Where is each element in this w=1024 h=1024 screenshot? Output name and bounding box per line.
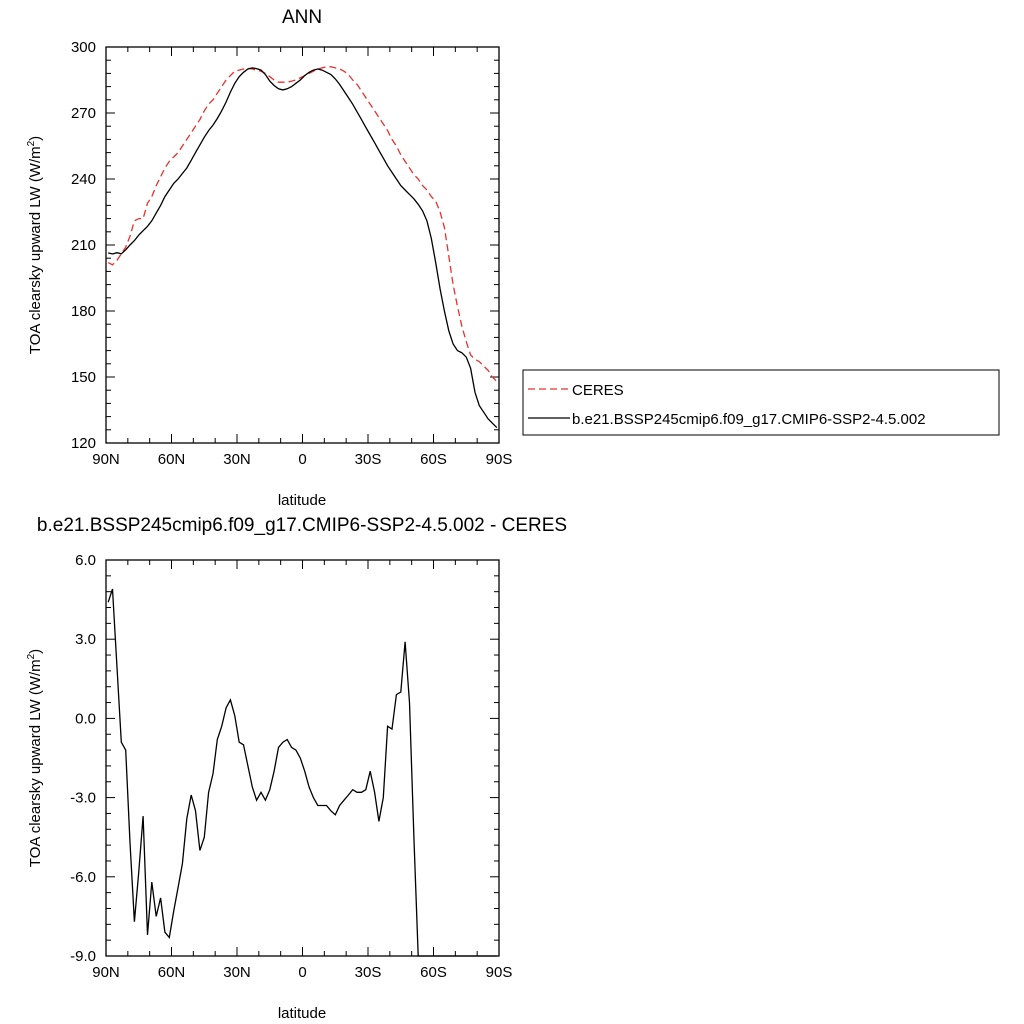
- bottom-y-tick-label: -6.0: [70, 869, 96, 886]
- bottom-x-tick-label: 60S: [420, 964, 447, 981]
- top-panel-ylabel-end: ): [27, 136, 44, 141]
- bottom-x-tick-label: 30N: [223, 964, 251, 981]
- top-y-tick-label: 180: [71, 303, 96, 320]
- top-panel-series: [107, 66, 498, 429]
- bottom-panel-ylabel: TOA clearsky upward LW (W/m2): [26, 649, 44, 867]
- top-y-tick-label: 150: [71, 369, 96, 386]
- top-x-tick-label: 30S: [355, 451, 382, 468]
- top-panel-ylabel: TOA clearsky upward LW (W/m2): [26, 136, 44, 354]
- legend-label-ceres: CERES: [572, 382, 624, 399]
- bottom-panel-series: [107, 588, 497, 957]
- top-x-tick-label: 90S: [486, 451, 513, 468]
- bottom-series-line-0: [107, 588, 497, 957]
- bottom-x-tick-label: 30S: [355, 964, 382, 981]
- top-x-tick-label: 30N: [223, 451, 251, 468]
- top-series-line-1: [108, 67, 498, 429]
- bottom-panel-title: b.e21.BSSP245cmip6.f09_g17.CMIP6-SSP2-4.…: [37, 515, 567, 536]
- legend-box: [522, 369, 1000, 436]
- bottom-x-tick-label: 60N: [158, 964, 186, 981]
- top-plot-frame: [105, 46, 500, 444]
- top-panel-ylabel-main: TOA clearsky upward LW (W/m: [27, 146, 44, 354]
- top-series-line-0: [107, 66, 498, 382]
- bottom-panel-xlabel: latitude: [278, 1005, 326, 1022]
- bottom-y-tick-label: 0.0: [75, 710, 96, 727]
- legend: CERES b.e21.BSSP245cmip6.f09_g17.CMIP6-S…: [522, 369, 1000, 436]
- bottom-x-tick-label: 0: [298, 964, 306, 981]
- top-x-tick-label: 0: [298, 451, 306, 468]
- top-x-tick-label: 60S: [420, 451, 447, 468]
- top-y-tick-label: 300: [71, 39, 96, 56]
- top-panel-title: ANN: [282, 7, 322, 28]
- bottom-y-tick-label: 3.0: [75, 631, 96, 648]
- top-x-tick-label: 60N: [158, 451, 186, 468]
- bottom-y-tick-label: -9.0: [70, 948, 96, 965]
- bottom-plot-frame: [105, 559, 500, 957]
- bottom-panel-ylabel-sup: 2: [26, 653, 37, 659]
- bottom-y-tick-label: -3.0: [70, 790, 96, 807]
- top-y-tick-label: 120: [71, 435, 96, 452]
- bottom-panel-ylabel-end: ): [27, 649, 44, 654]
- legend-label-model: b.e21.BSSP245cmip6.f09_g17.CMIP6-SSP2-4.…: [572, 411, 926, 428]
- bottom-panel-ticks: 90N 60N 30N 0 30S 60S 90S 6.0 3.0 0.0 -3.0 -6.0 -9.0: [70, 552, 512, 981]
- bottom-y-tick-label: 6.0: [75, 552, 96, 569]
- bottom-panel: b.e21.BSSP245cmip6.f09_g17.CMIP6-SSP2-4.…: [26, 515, 567, 1022]
- top-x-tick-label: 90N: [92, 451, 120, 468]
- top-panel-ylabel-sup: 2: [26, 140, 37, 146]
- top-y-tick-label: 210: [71, 237, 96, 254]
- bottom-panel-ylabel-main: TOA clearsky upward LW (W/m: [27, 659, 44, 867]
- top-y-tick-label: 240: [71, 171, 96, 188]
- top-panel: ANN latitude TOA clearsky upward LW (W/m…: [26, 7, 512, 509]
- top-panel-xlabel: latitude: [278, 492, 326, 509]
- top-panel-ticks: 90N 60N 30N 0 30S 60S 90S 300 270 240 210 180 150 120: [71, 39, 512, 468]
- bottom-x-tick-label: 90N: [92, 964, 120, 981]
- bottom-x-tick-label: 90S: [486, 964, 513, 981]
- top-y-tick-label: 270: [71, 105, 96, 122]
